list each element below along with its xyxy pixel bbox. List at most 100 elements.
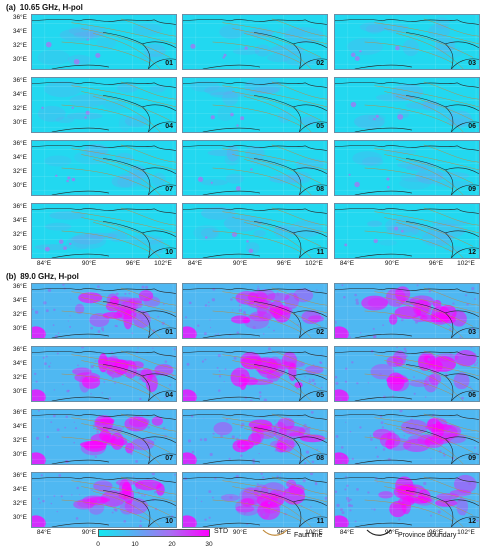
latitude-tick-label: 32°E	[12, 168, 27, 175]
panel-month-label: 10	[165, 249, 173, 256]
panel-month-label: 10	[165, 518, 173, 525]
map-panel-a-07: 07	[31, 140, 177, 196]
longitude-tick-label: 84°E	[339, 260, 355, 267]
colorbar-tick-20: 20	[168, 541, 176, 548]
longitude-tick-label: 102°E	[457, 260, 475, 267]
longitude-tick-label: 102°E	[154, 260, 172, 267]
latitude-tick-label: 30°E	[12, 514, 27, 521]
map-panel-a-09: 09	[334, 140, 480, 196]
panel-month-label: 09	[468, 186, 476, 193]
latitude-tick-label: 30°E	[12, 451, 27, 458]
longitude-tick-label: 90°E	[81, 260, 97, 267]
panel-month-label: 01	[165, 60, 173, 67]
panel-month-label: 12	[468, 249, 476, 256]
longitude-tick-label: 96°E	[125, 260, 141, 267]
longitude-tick-label: 84°E	[187, 260, 203, 267]
latitude-tick-label: 36°E	[12, 472, 27, 479]
latitude-tick-label: 30°E	[12, 56, 27, 63]
section-b-label: 89.0 GHz, H-pol	[20, 272, 79, 281]
std-colorbar	[98, 529, 210, 537]
map-panel-a-02: 02	[182, 14, 328, 70]
panel-month-label: 06	[468, 123, 476, 130]
latitude-tick-label: 34°E	[12, 154, 27, 161]
latitude-tick-label: 34°E	[12, 91, 27, 98]
panel-month-label: 09	[468, 455, 476, 462]
latitude-tick-label: 30°E	[12, 245, 27, 252]
latitude-tick-label: 34°E	[12, 297, 27, 304]
section-b-title: (b) 89.0 GHz, H-pol	[6, 272, 79, 281]
longitude-tick-label: 90°E	[232, 260, 248, 267]
latitude-tick-label: 32°E	[12, 105, 27, 112]
longitude-tick-label: 102°E	[457, 529, 475, 536]
longitude-tick-label: 84°E	[339, 529, 355, 536]
panel-month-label: 02	[316, 60, 324, 67]
panel-month-label: 01	[165, 329, 173, 336]
panel-month-label: 04	[165, 392, 173, 399]
map-panel-a-03: 03	[334, 14, 480, 70]
latitude-tick-label: 30°E	[12, 182, 27, 189]
latitude-tick-label: 34°E	[12, 28, 27, 35]
latitude-tick-label: 36°E	[12, 283, 27, 290]
latitude-tick-label: 32°E	[12, 500, 27, 507]
panel-month-label: 11	[316, 249, 324, 256]
map-panel-a-06: 06	[334, 77, 480, 133]
panel-month-label: 06	[468, 392, 476, 399]
longitude-tick-label: 102°E	[305, 529, 323, 536]
section-a-title: (a) 10.65 GHz, H-pol	[6, 3, 83, 12]
colorbar-tick-30: 30	[205, 541, 213, 548]
longitude-tick-label: 84°E	[36, 260, 52, 267]
latitude-tick-label: 36°E	[12, 14, 27, 21]
map-panel-b-06: 06	[334, 346, 480, 402]
fault-line-legend-label: Fault line	[294, 532, 323, 539]
map-panel-a-05: 05	[182, 77, 328, 133]
panel-month-label: 03	[468, 329, 476, 336]
latitude-tick-label: 30°E	[12, 388, 27, 395]
panel-month-label: 12	[468, 518, 476, 525]
colorbar-title: STD	[214, 528, 228, 535]
panel-month-label: 05	[316, 123, 324, 130]
colorbar-tick-0: 0	[96, 541, 100, 548]
longitude-tick-label: 84°E	[36, 529, 52, 536]
panel-month-label: 05	[316, 392, 324, 399]
map-panel-b-01: 01	[31, 283, 177, 339]
map-panel-a-10: 10	[31, 203, 177, 259]
map-panel-a-08: 08	[182, 140, 328, 196]
panel-month-label: 08	[316, 186, 324, 193]
fault-line-legend-icon	[262, 529, 288, 536]
panel-month-label: 07	[165, 186, 173, 193]
map-panel-b-11: 11	[182, 472, 328, 528]
latitude-tick-label: 36°E	[12, 409, 27, 416]
map-panel-b-12: 12	[334, 472, 480, 528]
latitude-tick-label: 32°E	[12, 311, 27, 318]
map-panel-b-08: 08	[182, 409, 328, 465]
section-a-label: 10.65 GHz, H-pol	[19, 3, 83, 12]
map-panel-a-11: 11	[182, 203, 328, 259]
latitude-tick-label: 36°E	[12, 77, 27, 84]
longitude-tick-label: 90°E	[384, 260, 400, 267]
map-panel-a-01: 01	[31, 14, 177, 70]
latitude-tick-label: 32°E	[12, 374, 27, 381]
longitude-tick-label: 96°E	[276, 260, 292, 267]
map-panel-b-04: 04	[31, 346, 177, 402]
province-boundary-legend-label: Province boundary	[398, 532, 457, 539]
map-panel-b-02: 02	[182, 283, 328, 339]
section-b-tag: (b)	[6, 272, 17, 281]
panel-month-label: 07	[165, 455, 173, 462]
latitude-tick-label: 34°E	[12, 360, 27, 367]
latitude-tick-label: 36°E	[12, 203, 27, 210]
longitude-tick-label: 90°E	[81, 529, 97, 536]
panel-month-label: 02	[316, 329, 324, 336]
province-boundary-legend-icon	[366, 529, 392, 536]
latitude-tick-label: 30°E	[12, 119, 27, 126]
map-panel-b-05: 05	[182, 346, 328, 402]
longitude-tick-label: 90°E	[232, 529, 248, 536]
map-panel-b-07: 07	[31, 409, 177, 465]
longitude-tick-label: 96°E	[428, 260, 444, 267]
panel-month-label: 04	[165, 123, 173, 130]
latitude-tick-label: 32°E	[12, 42, 27, 49]
latitude-tick-label: 36°E	[12, 140, 27, 147]
longitude-tick-label: 90°E	[384, 529, 400, 536]
map-panel-b-09: 09	[334, 409, 480, 465]
latitude-tick-label: 36°E	[12, 346, 27, 353]
latitude-tick-label: 30°E	[12, 325, 27, 332]
